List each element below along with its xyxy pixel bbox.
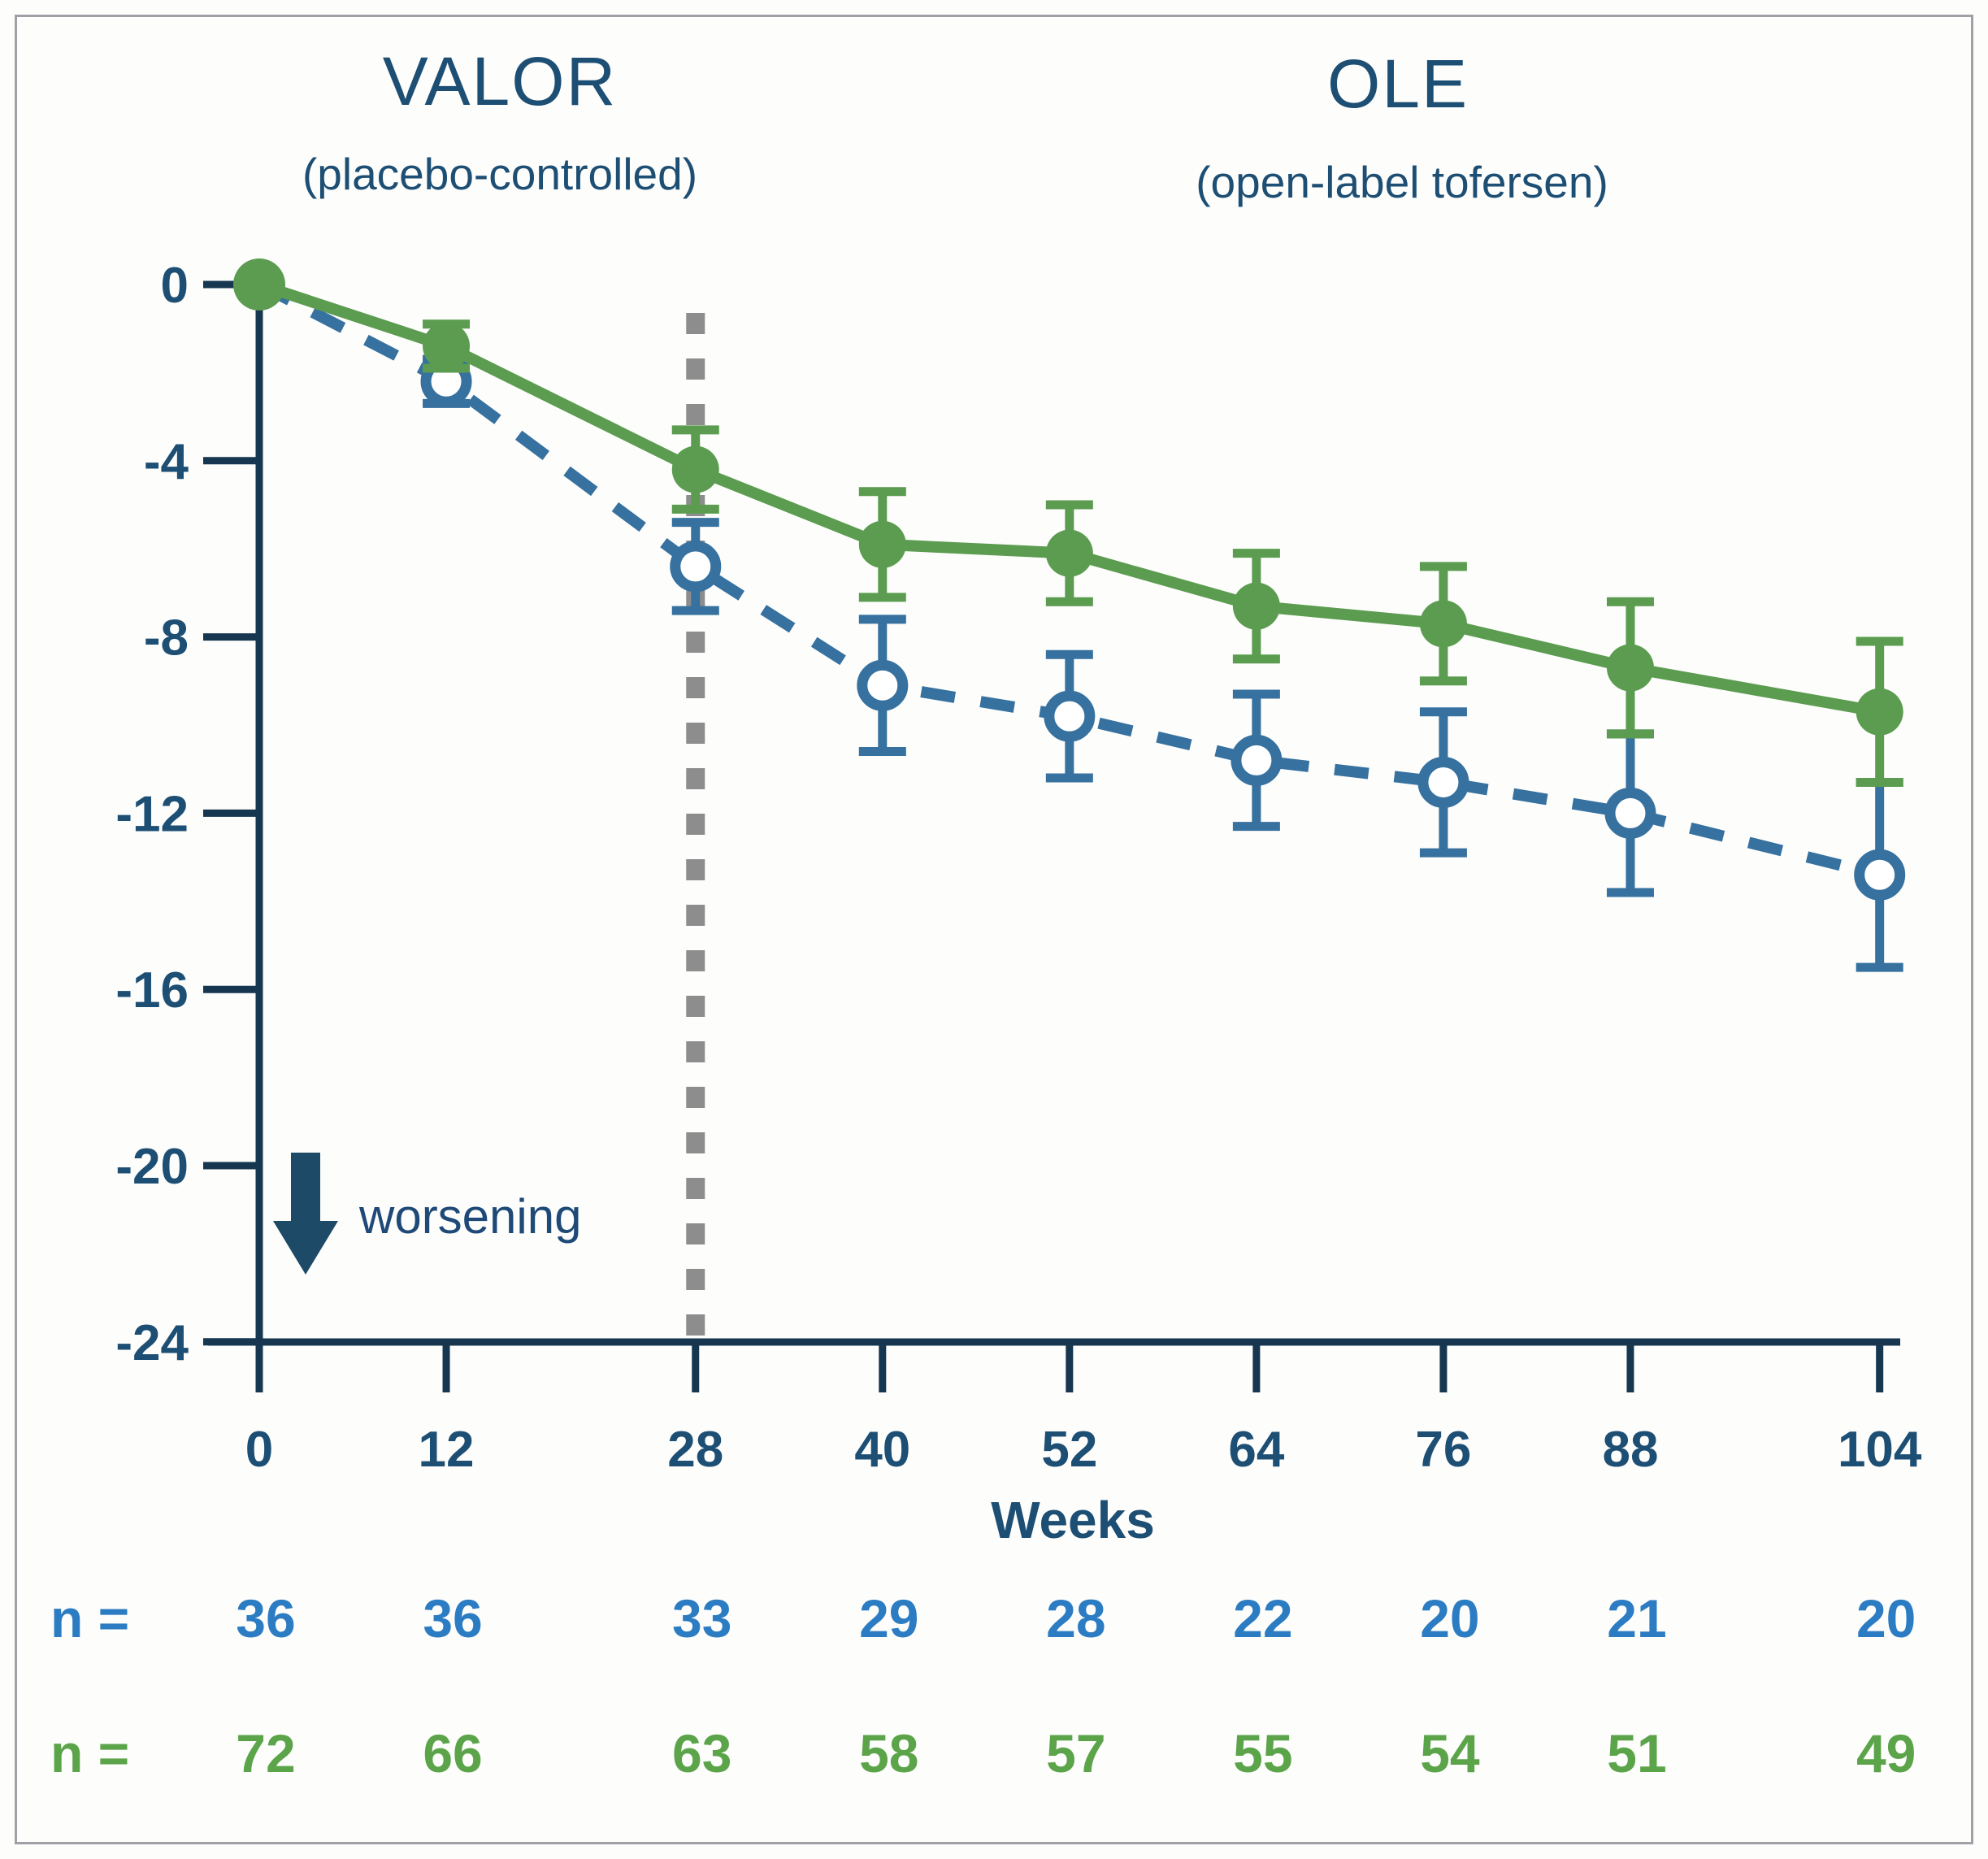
x-tick-label: 0 [245,1422,273,1478]
n-count: 28 [1046,1588,1105,1648]
data-point-filled-circle [671,445,719,493]
worsening-arrow-icon [273,1153,338,1275]
n-count: 57 [1046,1723,1105,1783]
y-tick-label: -16 [115,962,189,1019]
y-tick-label: 0 [161,258,189,314]
axis-tick-labels: 0 -4 -8 -12 -16 -20 -24 0 12 28 40 52 64 76 88 104 [115,258,1922,1478]
data-point-open-circle [1604,787,1656,839]
phase-subtitle-valor: (placebo-controlled) [302,149,698,199]
n-count: 36 [423,1588,482,1648]
x-axis-title: Weeks [991,1491,1155,1549]
n-count: 49 [1856,1723,1916,1783]
n-count: 51 [1607,1723,1666,1783]
series-tofersen-green [233,258,1903,787]
n-count: 21 [1607,1588,1666,1648]
n-count-rows: 36 36 33 29 28 22 20 21 20 72 66 63 58 57 55 54 51 49 [236,1588,1916,1783]
data-point-open-circle [857,659,909,711]
n-count: 55 [1233,1723,1292,1783]
y-tick-label: -12 [115,786,189,842]
phase-subtitle-ole: (open-label tofersen) [1196,157,1608,207]
y-tick-label: -4 [144,434,189,490]
y-tick-label: -24 [115,1315,189,1371]
x-tick-label: 88 [1602,1422,1658,1478]
data-point-filled-circle [1419,600,1467,648]
n-row-blue-label: n = [50,1588,129,1648]
n-count: 33 [672,1588,731,1648]
x-tick-label: 76 [1415,1422,1471,1478]
data-point-filled-circle [233,258,285,311]
x-tick-label: 12 [419,1422,475,1478]
x-tick-label: 28 [667,1422,723,1478]
n-count: 29 [859,1588,918,1648]
phase-title-ole: OLE [1326,46,1469,122]
data-point-filled-circle [1856,688,1903,736]
y-tick-label: -20 [115,1139,189,1195]
x-tick-label: 64 [1228,1422,1284,1478]
n-count: 20 [1420,1588,1479,1648]
data-point-open-circle [1417,756,1469,808]
x-tick-label: 104 [1838,1422,1922,1478]
data-point-filled-circle [423,322,471,370]
data-point-filled-circle [1045,529,1093,577]
n-count: 63 [672,1723,731,1783]
worsening-label: worsening [359,1189,582,1244]
data-point-filled-circle [1606,644,1654,692]
data-point-open-circle [1231,734,1283,786]
axes [203,280,1900,1392]
data-point-filled-circle [858,520,906,568]
data-point-filled-circle [1232,582,1280,630]
n-count: 22 [1233,1588,1292,1648]
x-tick-label: 52 [1041,1422,1097,1478]
data-point-open-circle [670,541,722,593]
n-count: 58 [859,1723,918,1783]
data-point-open-circle [1044,690,1096,742]
data-point-open-circle [1854,849,1906,901]
x-tick-label: 40 [854,1422,910,1478]
n-row-green-label: n = [50,1723,129,1783]
y-tick-label: -8 [144,610,189,667]
n-count: 54 [1420,1723,1480,1783]
n-count: 72 [236,1723,295,1783]
n-count: 36 [236,1588,295,1648]
data-series [233,258,1906,972]
n-count: 20 [1856,1588,1916,1648]
phase-title-valor: VALOR [382,43,618,119]
n-count: 66 [423,1723,482,1783]
